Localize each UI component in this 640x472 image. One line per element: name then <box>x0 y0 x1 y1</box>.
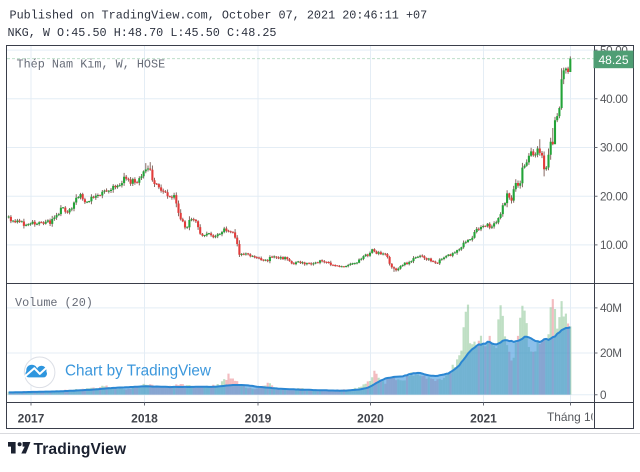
svg-text:Volume (20): Volume (20) <box>15 296 93 310</box>
svg-text:Published on TradingView.com,: Published on TradingView.com, October 07… <box>10 8 428 22</box>
svg-text:2017: 2017 <box>18 411 45 425</box>
svg-text:30.00: 30.00 <box>600 142 628 155</box>
svg-text:40M: 40M <box>600 302 622 315</box>
svg-text:2020: 2020 <box>357 411 384 425</box>
svg-text:TradingView: TradingView <box>34 441 127 458</box>
svg-text:40.00: 40.00 <box>600 93 628 106</box>
svg-text:NKG, W O:45.50 H:48.70 L:45.50: NKG, W O:45.50 H:48.70 L:45.50 C:48.25 <box>8 26 277 40</box>
svg-text:20M: 20M <box>600 347 622 360</box>
svg-text:10.00: 10.00 <box>600 239 628 252</box>
svg-text:Thép Nam Kim, W, HOSE: Thép Nam Kim, W, HOSE <box>17 58 166 72</box>
svg-text:2021: 2021 <box>470 411 497 425</box>
svg-text:2018: 2018 <box>131 411 158 425</box>
svg-text:Tháng 10: Tháng 10 <box>547 410 598 424</box>
svg-text:48.25: 48.25 <box>598 53 628 67</box>
svg-text:0: 0 <box>600 389 607 402</box>
svg-text:Chart by TradingView: Chart by TradingView <box>65 363 212 380</box>
svg-text:2019: 2019 <box>245 411 272 425</box>
svg-text:20.00: 20.00 <box>600 190 628 203</box>
